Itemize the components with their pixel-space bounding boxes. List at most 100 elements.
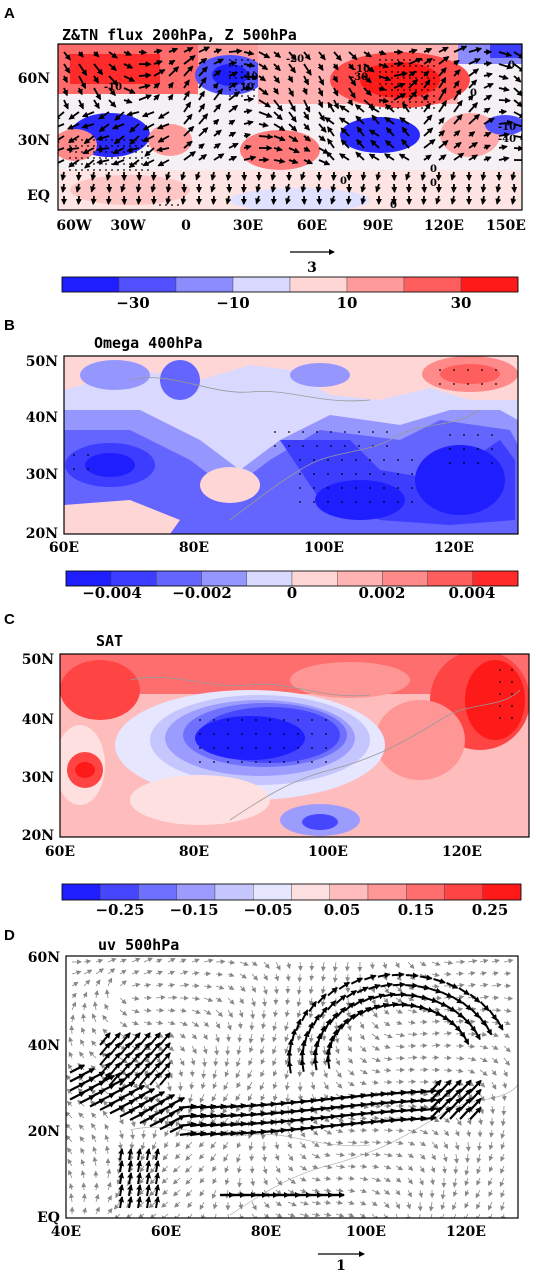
stipple-dot [403,89,405,91]
x-tick-label: 60E [151,1224,181,1240]
significant-wind-vector [394,994,406,995]
flux-vector [108,196,109,204]
stipple-dot [325,747,327,749]
flux-vector [213,196,214,204]
stipple-dot [383,473,385,475]
flux-vector [318,184,319,192]
flux-vector [484,63,491,64]
stipple-dot [255,719,257,721]
stipple-dot [105,163,107,165]
stipple-dot [117,169,119,171]
stipple-dot [369,473,371,475]
stipple-dot [141,163,143,165]
stipple-dot [499,693,501,695]
y-axis: 50N 40N 30N 20N [26,354,58,542]
stipple-dot [358,431,360,433]
stipple-dot [147,157,149,159]
stipple-dot [421,65,423,67]
panel-c: C SAT [4,611,530,919]
stipple-dot [311,747,313,749]
stipple-dot [372,431,374,433]
colorbar [62,277,518,292]
y-axis: 60N 30N EQ [18,71,50,204]
stipple-dot [316,445,318,447]
stipple-dot [379,107,381,109]
x-tick-label: 120E [434,540,474,556]
stipple-dot [111,139,113,141]
stipple-dot [499,705,501,707]
y-tick-label: EQ [27,188,50,204]
stipple-dot [247,95,249,97]
stipple-dot [391,89,393,91]
colorbar-swatch [247,571,292,586]
stipple-dot [327,501,329,503]
flux-vector [424,184,425,192]
colorbar-tick-label: 0 [287,584,297,602]
stipple-dot [385,59,387,61]
stipple-dot [409,83,411,85]
colorbar-tick-label: −0.002 [172,584,232,602]
stipple-dot [463,434,465,436]
stipple-dot [274,431,276,433]
stipple-dot [369,501,371,503]
stipple-dot [129,151,131,153]
stipple-dot [81,157,83,159]
colorbar-tick-label: 0.004 [449,584,496,602]
colorbar-swatch [100,884,138,900]
panel-title: SAT [96,632,123,650]
stipple-dot [227,719,229,721]
stipple-dot [111,151,113,153]
stipple-dot [391,65,393,67]
stipple-dot [283,747,285,749]
stipple-dot [227,761,229,763]
stipple-dot [341,459,343,461]
flux-vector [138,184,139,192]
stipple-dot [355,501,357,503]
x-tick-label: 80E [251,1224,281,1240]
stipple-dot [499,681,501,683]
map-area [55,650,530,837]
x-tick-label: 60E [45,844,75,860]
map-area: -20 -10 -30 -40 10 -10 -10 -40 0 0 0 0 0… [53,44,527,212]
stipple-dot [93,157,95,159]
stipple-dot [397,83,399,85]
contour-label: -10 [104,82,122,93]
significant-wind-vector [303,1041,304,1053]
panel-letter: B [4,317,15,334]
x-tick-label: 60E [297,218,327,234]
stipple-dot [341,487,343,489]
stipple-dot [247,65,249,67]
x-tick-label: 120E [442,844,482,860]
stipple-dot [69,139,71,141]
stipple-dot [255,761,257,763]
colorbar-tick-label: 30 [451,294,472,312]
colorbar-swatch [139,884,177,900]
reference-vector: 3 [290,252,334,276]
colorbar [62,884,521,900]
stipple-dot [355,459,357,461]
stipple-dot [235,89,237,91]
stipple-dot [397,65,399,67]
stipple-dot [379,95,381,97]
stipple-dot [241,59,243,61]
stipple-dot [369,487,371,489]
colorbar-tick-label: −30 [116,294,149,312]
stipple-dot [386,445,388,447]
flux-vector [229,51,242,52]
stipple-dot [453,369,455,371]
stipple-dot [341,501,343,503]
stipple-dot [358,445,360,447]
stipple-dot [427,83,429,85]
stipple-dot [427,77,429,79]
stipple-dot [311,761,313,763]
stipple-dot [391,101,393,103]
stipple-dot [199,733,201,735]
stipple-dot [379,89,381,91]
stipple-dot [129,163,131,165]
y-tick-label: 30N [22,770,54,786]
colorbar-swatch [461,277,518,292]
x-tick-label: 100E [304,540,344,556]
colorbar-swatch [62,277,119,292]
colorbar-swatch [292,884,330,900]
x-tick-label: 120E [446,1224,486,1240]
